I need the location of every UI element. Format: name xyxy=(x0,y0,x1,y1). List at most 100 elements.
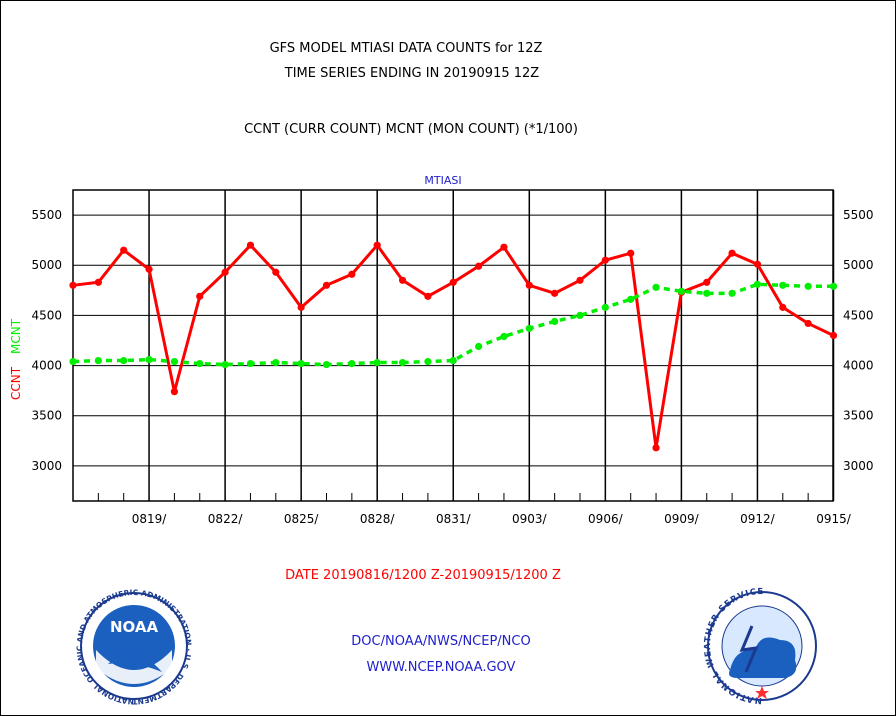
y-tick-label-left: 3000 xyxy=(31,459,62,473)
data-point-mcnt xyxy=(500,332,508,341)
data-point-ccnt xyxy=(69,281,77,289)
data-point-ccnt xyxy=(170,388,178,396)
plot-area-border xyxy=(72,189,834,502)
x-tick-label: 0915/ xyxy=(816,512,852,526)
x-tick-labels: 0819/0822/0825/0828/0831/0903/0906/0909/… xyxy=(132,512,852,526)
data-point-mcnt xyxy=(551,317,559,326)
chart-title-line2: TIME SERIES ENDING IN 20190915 12Z xyxy=(284,66,540,81)
y-tick-label-right: 5500 xyxy=(843,208,874,222)
x-tick-label: 0906/ xyxy=(588,512,624,526)
data-point-mcnt xyxy=(322,360,331,369)
data-point-ccnt xyxy=(196,292,204,300)
data-point-mcnt xyxy=(94,356,102,365)
x-tick-label: 0828/ xyxy=(360,512,396,526)
nws-logo: NATIONAL WEATHER SERVICE xyxy=(703,587,817,705)
data-point-mcnt xyxy=(170,357,178,366)
data-point-ccnt xyxy=(373,241,381,249)
data-point-mcnt xyxy=(475,342,483,351)
data-point-ccnt xyxy=(297,303,305,311)
x-tick-label: 0822/ xyxy=(208,512,244,526)
data-point-mcnt xyxy=(804,282,812,290)
data-point-mcnt xyxy=(272,358,280,367)
x-axis-label: DATE 20190816/1200 Z-20190915/1200 Z xyxy=(285,568,561,583)
svg-text:NATIONAL OCEANIC AND ATMOSPHER: NATIONAL OCEANIC AND ATMOSPHERIC ADMINIS… xyxy=(0,0,193,706)
data-point-ccnt xyxy=(601,256,609,264)
data-point-ccnt xyxy=(272,268,280,276)
data-point-mcnt xyxy=(145,355,153,364)
y-tick-labels: 3000 3000 3500 3500 4000 4000 4500 4500 5000 5000… xyxy=(31,208,873,473)
x-tick-label: 0831/ xyxy=(436,512,472,526)
data-point-ccnt xyxy=(475,262,483,270)
data-point-mcnt xyxy=(120,356,128,365)
data-point-mcnt xyxy=(753,280,762,288)
y-tick-label-left: 3500 xyxy=(31,409,62,423)
org-line: DOC/NOAA/NWS/NCEP/NCO xyxy=(351,634,530,649)
data-point-ccnt xyxy=(829,331,838,340)
data-point-ccnt xyxy=(348,270,356,278)
data-point-ccnt xyxy=(703,278,711,286)
data-point-mcnt xyxy=(525,324,533,333)
data-point-mcnt xyxy=(779,281,787,289)
data-point-mcnt xyxy=(829,282,838,290)
data-point-ccnt xyxy=(424,292,432,300)
data-point-ccnt xyxy=(449,278,457,286)
data-point-ccnt xyxy=(94,278,102,286)
data-point-ccnt xyxy=(728,249,736,257)
y-axis-label-mcnt: MCNT xyxy=(9,318,23,354)
data-point-mcnt xyxy=(703,289,711,297)
data-point-ccnt xyxy=(753,260,762,268)
data-point-mcnt xyxy=(398,358,407,367)
y-tick-label-right: 3000 xyxy=(843,459,874,473)
url-link[interactable]: WWW.NCEP.NOAA.GOV xyxy=(367,660,516,675)
y-tick-label-right: 3500 xyxy=(843,409,874,423)
x-tick-label: 0819/ xyxy=(132,512,168,526)
x-tick-label: 0903/ xyxy=(512,512,548,526)
data-point-ccnt xyxy=(779,303,787,311)
data-point-mcnt xyxy=(449,356,457,365)
data-point-ccnt xyxy=(398,276,407,284)
grid xyxy=(72,190,835,501)
data-point-ccnt xyxy=(500,243,508,251)
data-point-mcnt xyxy=(373,358,381,367)
y-tick-label-left: 5500 xyxy=(31,208,62,222)
data-point-mcnt xyxy=(424,357,432,366)
data-point-ccnt xyxy=(120,246,128,254)
chart-title-line1: GFS MODEL MTIASI DATA COUNTS for 12Z xyxy=(270,41,543,56)
data-point-mcnt xyxy=(297,359,305,368)
data-point-mcnt xyxy=(69,357,77,366)
data-point-ccnt xyxy=(804,319,812,328)
data-point-ccnt xyxy=(652,444,660,452)
data-point-mcnt xyxy=(348,359,356,368)
y-tick-label-right: 4500 xyxy=(843,308,874,322)
data-point-mcnt xyxy=(627,295,635,303)
data-point-mcnt xyxy=(196,359,204,368)
data-point-ccnt xyxy=(551,289,559,297)
x-tick-label: 0912/ xyxy=(740,512,776,526)
data-point-mcnt xyxy=(728,289,736,297)
y-axis-label-ccnt: CCNT xyxy=(9,366,23,400)
noaa-logo-text: NOAA xyxy=(110,618,159,636)
data-point-ccnt xyxy=(221,268,229,276)
y-tick-label-right: 4000 xyxy=(843,359,874,373)
data-point-mcnt xyxy=(677,287,686,295)
y-tick-label-left: 4000 xyxy=(31,359,62,373)
data-point-ccnt xyxy=(576,276,584,284)
series-lines xyxy=(69,241,838,452)
chart-subtitle: CCNT (CURR COUNT) MCNT (MON COUNT) (*1/1… xyxy=(244,122,578,137)
data-point-ccnt xyxy=(525,281,533,289)
x-tick-label: 0825/ xyxy=(284,512,320,526)
noaa-logo: NATIONAL OCEANIC AND ATMOSPHERIC ADMINIS… xyxy=(0,0,193,706)
data-point-mcnt xyxy=(652,283,660,291)
data-point-mcnt xyxy=(246,359,255,368)
data-point-mcnt xyxy=(221,360,229,369)
data-point-ccnt xyxy=(627,249,635,257)
data-point-ccnt xyxy=(322,281,331,289)
data-point-mcnt xyxy=(576,311,584,320)
panel-label: MTIASI xyxy=(424,174,461,187)
y-tick-label-right: 5000 xyxy=(843,258,874,272)
data-point-ccnt xyxy=(246,241,255,249)
y-tick-label-left: 5000 xyxy=(31,258,62,272)
y-tick-label-left: 4500 xyxy=(31,308,62,322)
data-point-mcnt xyxy=(601,303,609,311)
